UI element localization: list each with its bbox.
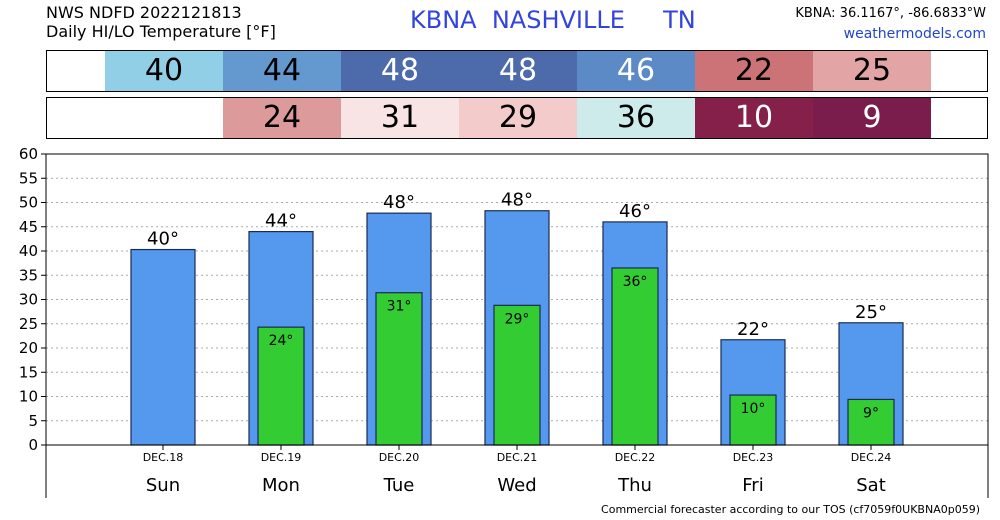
header-center: KBNA NASHVILLE TN <box>410 6 696 34</box>
header-right: KBNA: 36.1167°, -86.6833°W weathermodels… <box>795 4 986 44</box>
hi-bar-label: 46° <box>619 201 651 222</box>
lo-bar-label: 10° <box>741 401 766 417</box>
y-tick-label: 25 <box>19 315 38 333</box>
lo-strip-cell: 31 <box>341 98 459 138</box>
lo-bar-label: 29° <box>505 311 530 327</box>
day-label: Tue <box>383 475 415 496</box>
hi-strip-cell: 48 <box>459 51 577 91</box>
y-tick-label: 20 <box>19 339 38 357</box>
hi-bar-label: 48° <box>383 192 415 213</box>
date-label: DEC.23 <box>733 451 774 464</box>
hi-strip-cell: 22 <box>695 51 813 91</box>
lo-bar <box>375 292 423 446</box>
lo-strip-cell: 24 <box>223 98 341 138</box>
date-label: DEC.24 <box>851 451 892 464</box>
site-link[interactable]: weathermodels.com <box>843 26 986 42</box>
city-name: NASHVILLE <box>491 6 625 34</box>
temperature-chart: 0 5 10 15 20 25 30 35 40 45 50 55 60 40° DEC.18 Sun 44° 2… <box>19 145 989 498</box>
state-code: TN <box>663 6 696 34</box>
footer-note: Commercial forecaster according to our T… <box>601 503 980 516</box>
hi-bar-label: 40° <box>147 229 179 250</box>
model-run-label: NWS NDFD 2022121813 <box>46 3 242 22</box>
lo-bar <box>257 326 305 446</box>
lo-bar-label: 31° <box>387 299 412 315</box>
date-label: DEC.19 <box>261 451 302 464</box>
lo-strip-cell: 36 <box>577 98 695 138</box>
date-label: DEC.21 <box>497 451 538 464</box>
hi-strip: 40 44 48 48 46 22 25 <box>46 50 988 92</box>
y-tick-label: 10 <box>19 388 38 406</box>
product-label: Daily HI/LO Temperature [°F] <box>46 22 276 41</box>
y-tick-label: 0 <box>28 436 38 454</box>
y-tick-label: 15 <box>19 363 38 381</box>
lo-strip-cell: 10 <box>695 98 813 138</box>
lo-bar-label: 36° <box>623 274 648 290</box>
lo-strip-cell <box>105 98 223 138</box>
day-label: Sun <box>146 475 180 496</box>
day-label: Wed <box>497 475 536 496</box>
hi-bar-label: 48° <box>501 190 533 211</box>
y-tick-label: 50 <box>19 194 38 212</box>
lo-strip-cell: 29 <box>459 98 577 138</box>
hi-bar-label: 22° <box>737 319 769 340</box>
hi-strip-cell: 46 <box>577 51 695 91</box>
hi-strip-cell: 44 <box>223 51 341 91</box>
hi-bar <box>130 248 196 446</box>
hi-strip-cell: 40 <box>105 51 223 91</box>
y-tick-label: 60 <box>19 145 38 163</box>
date-label: DEC.22 <box>615 451 656 464</box>
lo-strip-cell: 9 <box>813 98 931 138</box>
hi-strip-cell: 48 <box>341 51 459 91</box>
y-tick-label: 45 <box>19 218 38 236</box>
lo-bar <box>493 304 541 446</box>
y-tick-label: 35 <box>19 266 38 284</box>
lo-bar-label: 9° <box>863 405 879 421</box>
day-label: Fri <box>742 475 763 496</box>
day-label: Thu <box>617 475 652 496</box>
station-id: KBNA <box>410 6 477 34</box>
day-label: Mon <box>262 475 300 496</box>
lo-strip: 24 31 29 36 10 9 <box>46 97 988 139</box>
y-tick-label: 40 <box>19 242 38 260</box>
header-left: NWS NDFD 2022121813 Daily HI/LO Temperat… <box>46 3 276 41</box>
lo-bar <box>847 398 895 446</box>
date-label: DEC.18 <box>143 451 184 464</box>
y-tick-label: 5 <box>28 412 38 430</box>
plot-frame <box>45 153 989 446</box>
lo-bar <box>729 394 777 446</box>
day-label: Sat <box>856 475 886 496</box>
lo-bar <box>611 267 659 446</box>
lo-bar-label: 24° <box>269 333 294 349</box>
hi-bar-label: 25° <box>855 302 887 323</box>
y-tick-label: 55 <box>19 169 38 187</box>
hi-strip-cell: 25 <box>813 51 931 91</box>
y-tick-label: 30 <box>19 291 38 309</box>
date-label: DEC.20 <box>379 451 420 464</box>
station-coords: KBNA: 36.1167°, -86.6833°W <box>795 6 986 21</box>
hi-bar-label: 44° <box>265 211 297 232</box>
